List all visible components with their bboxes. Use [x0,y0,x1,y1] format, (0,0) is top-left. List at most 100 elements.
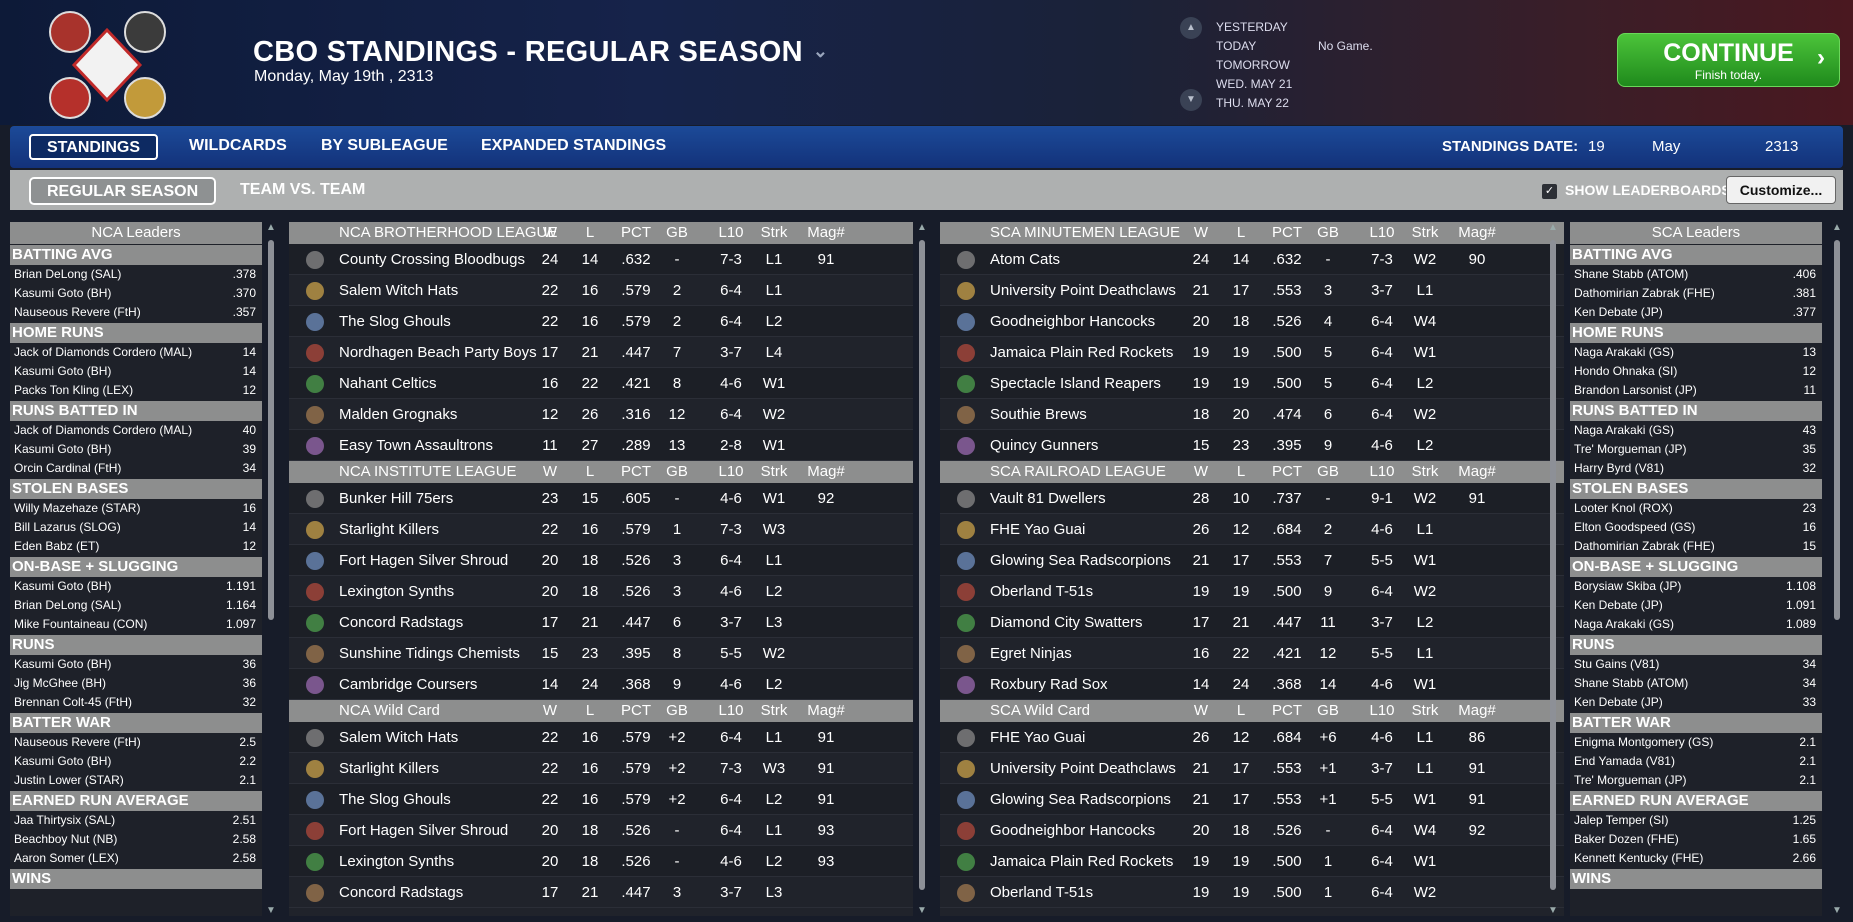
team-name[interactable]: University Point Deathclaws [990,282,1176,299]
standings-date-month[interactable]: May [1652,138,1681,155]
leader-row[interactable]: Hondo Ohnaka (SI) 12 [1570,362,1822,381]
leader-row[interactable]: Jack of Diamonds Cordero (MAL) 40 [10,421,262,440]
column-header[interactable]: Strk [760,702,788,719]
column-header[interactable]: W [1193,702,1209,719]
table-row[interactable]: Malden Grognaks 12 26 .316 12 6-4 W2 [289,399,913,430]
team-name[interactable]: Oberland T-51s [990,884,1094,901]
team-name[interactable]: Lexington Synths [339,583,455,600]
leader-row[interactable]: Kasumi Goto (BH) 36 [10,655,262,674]
customize-button[interactable]: Customize... [1726,176,1836,204]
table-row[interactable]: FHE Yao Guai 26 12 .684 2 4-6 L1 [940,514,1564,545]
tab-expanded-standings[interactable]: EXPANDED STANDINGS [481,137,667,154]
leader-row[interactable]: Jaa Thirtysix (SAL) 2.51 [10,811,262,830]
leader-row[interactable]: Brian DeLong (SAL) .378 [10,265,262,284]
leader-row[interactable]: Jack of Diamonds Cordero (MAL) 14 [10,343,262,362]
team-name[interactable]: Bunker Hill 75ers [339,490,454,507]
team-name[interactable]: The Slog Ghouls [339,313,451,330]
leader-row[interactable]: Beachboy Nut (NB) 2.58 [10,830,262,849]
tab-wildcards[interactable]: WILDCARDS [189,137,287,154]
scrollbar-thumb[interactable] [1550,240,1556,890]
table-row[interactable]: Easy Town Assaultrons 11 27 .289 13 2-8 W1 [289,430,913,461]
table-row[interactable]: Oberland T-51s 19 19 .500 1 6-4 W2 [940,877,1564,908]
leader-row[interactable]: Aaron Somer (LEX) 2.58 [10,849,262,868]
leader-row[interactable]: Harry Byrd (V81) 32 [1570,459,1822,478]
continue-button[interactable]: CONTINUE Finish today. › [1617,33,1840,87]
leader-row[interactable]: Brian DeLong (SAL) 1.164 [10,596,262,615]
column-header[interactable]: PCT [1272,702,1302,719]
team-name[interactable]: County Crossing Bloodbugs [339,251,525,268]
chevron-up-icon[interactable]: ▲ [917,222,927,233]
leader-row[interactable]: Willy Mazehaze (STAR) 16 [10,499,262,518]
leader-row[interactable]: Kasumi Goto (BH) 1.191 [10,577,262,596]
leader-row[interactable]: Enigma Montgomery (GS) 2.1 [1570,733,1822,752]
column-header[interactable]: Strk [760,463,788,480]
column-header[interactable]: Strk [1411,463,1439,480]
leader-row[interactable]: Tre' Morgueman (JP) 35 [1570,440,1822,459]
table-row[interactable]: Concord Radstags 17 21 .447 3 3-7 L3 [289,877,913,908]
team-name[interactable]: Cambridge Coursers [339,676,478,693]
leader-row[interactable]: Ken Debate (JP) 33 [1570,693,1822,712]
column-header[interactable]: W [1193,224,1209,241]
standings-date-day[interactable]: 19 [1588,138,1605,155]
scrollbar[interactable]: ▲ ▼ [916,222,928,916]
column-header[interactable]: L [585,702,595,719]
table-row[interactable]: Nordhagen Beach Party Boys 17 21 .447 7 3-7 L4 [289,337,913,368]
leader-row[interactable]: Brennan Colt-45 (FtH) 32 [10,693,262,712]
scrollbar[interactable]: ▲ ▼ [1547,222,1559,916]
column-header[interactable]: W [542,463,558,480]
table-row[interactable]: Bunker Hill 75ers 23 15 .605 - 4-6 W1 92 [289,483,913,514]
scrollbar-thumb[interactable] [919,240,925,890]
table-row[interactable]: Nahant Celtics 16 22 .421 8 4-6 W1 [289,368,913,399]
leader-row[interactable]: Elton Goodspeed (GS) 16 [1570,518,1822,537]
table-row[interactable]: County Crossing Bloodbugs 24 14 .632 - 7-3 L1 9… [289,244,913,275]
chevron-up-icon[interactable]: ▲ [266,222,276,233]
chevron-up-icon[interactable]: ▲ [1548,222,1558,233]
column-header[interactable]: L [1236,224,1246,241]
column-header[interactable]: Mag# [1458,702,1496,719]
team-name[interactable]: Sunshine Tidings Chemists [339,645,520,662]
chevron-down-icon[interactable]: ▼ [917,905,927,916]
table-row[interactable]: Lexington Synths 20 18 .526 3 4-6 L2 [289,576,913,607]
chevron-down-icon[interactable]: ⌄ [812,41,829,61]
leader-row[interactable]: Dathomirian Zabrak (FHE) 15 [1570,537,1822,556]
team-name[interactable]: Lexington Synths [339,853,455,870]
leader-row[interactable]: Justin Lower (STAR) 2.1 [10,771,262,790]
table-row[interactable]: Glowing Sea Radscorpions 21 17 .553 +1 5-5 W1 9… [940,784,1564,815]
table-row[interactable]: Vault 81 Dwellers 28 10 .737 - 9-1 W2 91 [940,483,1564,514]
team-name[interactable]: Oberland T-51s [990,583,1094,600]
chevron-down-icon[interactable]: ▼ [1832,905,1842,916]
table-row[interactable]: Quincy Gunners 15 23 .395 9 4-6 L2 [940,430,1564,461]
team-name[interactable]: University Point Deathclaws [990,760,1176,777]
team-name[interactable]: Glowing Sea Radscorpions [990,552,1171,569]
chevron-down-icon[interactable]: ▼ [266,905,276,916]
standings-date-year[interactable]: 2313 [1765,138,1799,155]
column-header[interactable]: Mag# [1458,224,1496,241]
column-header[interactable]: PCT [621,463,651,480]
team-name[interactable]: Concord Radstags [339,614,464,631]
scrollbar-thumb[interactable] [1834,240,1840,620]
team-name[interactable]: Fort Hagen Silver Shroud [339,822,509,839]
leader-row[interactable]: Kasumi Goto (BH) .370 [10,284,262,303]
chevron-up-icon[interactable]: ▲ [1832,222,1842,233]
leader-row[interactable]: Kasumi Goto (BH) 39 [10,440,262,459]
leader-row[interactable]: Tre' Morgueman (JP) 2.1 [1570,771,1822,790]
scrollbar[interactable]: ▲ ▼ [265,222,277,916]
column-header[interactable]: PCT [1272,224,1302,241]
table-row[interactable]: The Slog Ghouls 22 16 .579 +2 6-4 L2 91 [289,784,913,815]
column-header[interactable]: PCT [1272,463,1302,480]
table-row[interactable]: University Point Deathclaws 21 17 .553 +1 3-7… [940,753,1564,784]
leader-row[interactable]: Bill Lazarus (SLOG) 14 [10,518,262,537]
table-row[interactable]: Diamond City Swatters 17 21 .447 11 3-7 L2 [940,607,1564,638]
subtab-team-vs-team[interactable]: TEAM VS. TEAM [240,181,366,198]
leader-row[interactable]: Naga Arakaki (GS) 43 [1570,421,1822,440]
column-header[interactable]: L [1236,702,1246,719]
leader-row[interactable]: End Yamada (V81) 2.1 [1570,752,1822,771]
chevron-down-icon[interactable]: ▼ [1548,905,1558,916]
column-header[interactable]: Mag# [807,702,845,719]
leader-row[interactable]: Baker Dozen (FHE) 1.65 [1570,830,1822,849]
show-leaderboards-checkbox[interactable]: ✓ [1542,184,1557,199]
team-name[interactable]: Quincy Gunners [990,437,1099,454]
leader-row[interactable]: Nauseous Revere (FtH) .357 [10,303,262,322]
table-row[interactable]: Fort Hagen Silver Shroud 20 18 .526 3 6-4 L1 [289,545,913,576]
column-header[interactable]: W [542,702,558,719]
